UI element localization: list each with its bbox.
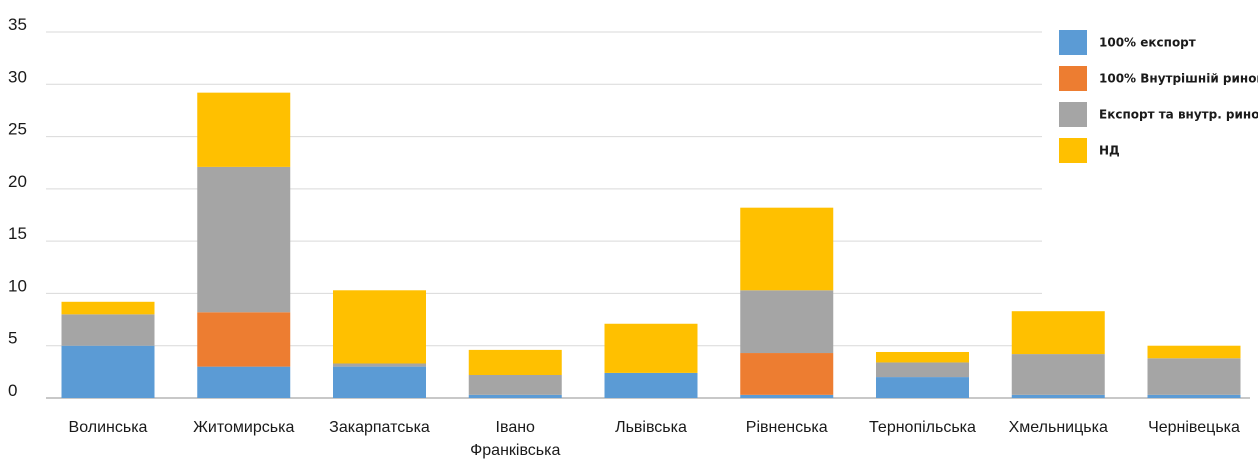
bar-segment [1011, 311, 1105, 355]
bar-segment [1147, 394, 1241, 398]
x-category-label: Чернівецька [1148, 419, 1240, 436]
legend-item: 100% Внутрішній ринок [1059, 66, 1258, 91]
y-tick-label: 30 [8, 67, 27, 86]
bar-segment [61, 301, 155, 315]
bar-segment [468, 374, 562, 395]
bar-segment [740, 290, 834, 354]
bar-segment [1147, 358, 1241, 395]
bar-segment [876, 351, 969, 363]
x-category-label: Рівненська [746, 419, 828, 436]
x-category-label: Львівська [615, 419, 687, 436]
bar-segment [333, 363, 426, 367]
legend-label: НД [1099, 144, 1120, 158]
y-tick-label: 25 [8, 120, 27, 139]
legend-label: 100% Внутрішній ринок [1099, 72, 1258, 86]
bar-segment [604, 372, 698, 398]
bar-segment [61, 345, 155, 398]
x-category-label: Хмельницька [1009, 419, 1108, 436]
legend-item: НД [1059, 138, 1120, 163]
y-tick-label: 15 [8, 224, 27, 243]
legend-swatch [1059, 66, 1087, 91]
bar-segment [1147, 345, 1241, 359]
bar-segment [740, 394, 834, 398]
y-tick-label: 10 [8, 276, 27, 295]
bar-segment [468, 394, 562, 398]
legend-item: Експорт та внутр. ринок [1059, 102, 1258, 127]
bar-segment [197, 312, 291, 367]
y-tick-label: 35 [8, 15, 27, 34]
legend-swatch [1059, 30, 1087, 55]
bar-segment [333, 290, 426, 364]
y-tick-label: 20 [8, 172, 27, 191]
legend-swatch [1059, 102, 1087, 127]
bar-segment [197, 166, 291, 313]
bar-segment [740, 207, 834, 291]
bar-segment [197, 92, 291, 167]
x-axis-category-labels: Волинська Житомирська Закарпатська Івано Фра… [69, 419, 1240, 459]
x-category-label: Волинська [69, 419, 148, 436]
legend-label: Експорт та внутр. ринок [1099, 108, 1258, 122]
bar-segment [468, 349, 562, 375]
bar-segment [197, 366, 291, 398]
bar-segment [61, 314, 155, 346]
bar-segment [1011, 394, 1105, 398]
legend-swatch [1059, 138, 1087, 163]
bar-segment [876, 362, 969, 378]
bars [61, 92, 1241, 398]
y-tick-label: 5 [8, 329, 17, 348]
bar-segment [333, 366, 426, 398]
x-category-label: Закарпатська [329, 419, 430, 436]
legend: 100% експорт 100% Внутрішній ринок Експорт… [1059, 30, 1258, 163]
y-tick-label: 0 [8, 381, 17, 400]
x-category-label: Житомирська [193, 419, 294, 436]
x-category-label: Франківська [470, 442, 560, 459]
bar-segment [740, 353, 834, 395]
bar-segment [1011, 354, 1105, 395]
x-category-label: Тернопільська [869, 419, 976, 436]
legend-label: 100% експорт [1099, 36, 1196, 50]
y-axis-tick-labels: 0 5 10 15 20 25 30 35 [8, 15, 27, 400]
legend-item: 100% експорт [1059, 30, 1196, 55]
bar-segment [604, 323, 698, 373]
x-category-label: Івано [496, 419, 536, 436]
bar-segment [876, 377, 969, 398]
